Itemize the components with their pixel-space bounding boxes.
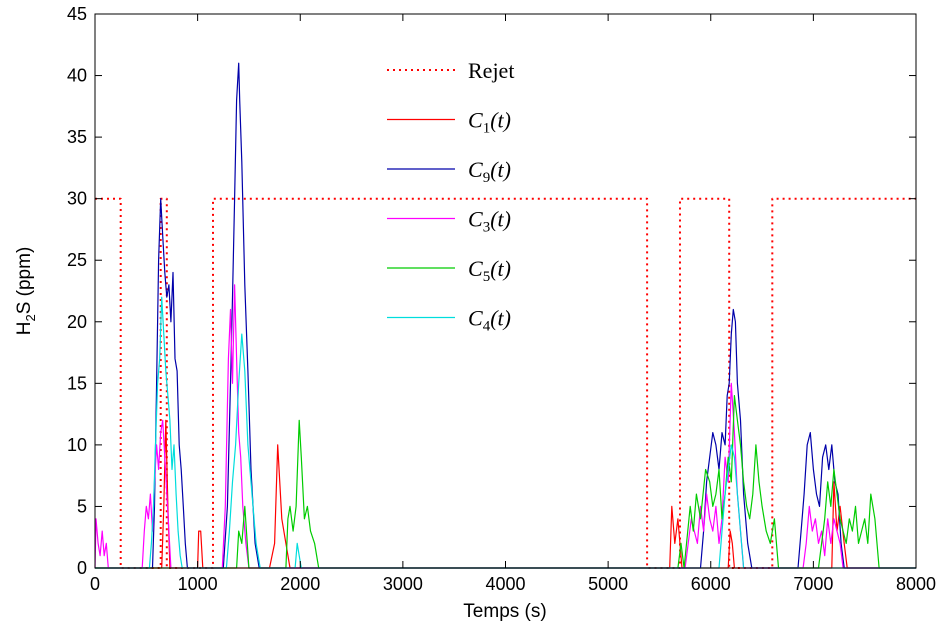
y-axis-label-sub: 2 [23, 314, 38, 321]
y-tick-label-2: 10 [67, 435, 87, 455]
plot-area [95, 14, 916, 568]
y-tick-label-0: 0 [77, 558, 87, 578]
y-axis-label-main: H [14, 322, 35, 336]
legend-label-sub-3: 3 [483, 220, 491, 236]
legend-label-main-5: C [468, 306, 483, 331]
legend-label-5: C4(t) [468, 306, 511, 335]
y-tick-label-1: 5 [77, 496, 87, 516]
legend-label-main-4: C [468, 256, 483, 281]
legend-label-tail-1: (t) [490, 108, 511, 133]
x-tick-label-5: 5000 [588, 574, 628, 594]
x-tick-label-4: 4000 [485, 574, 525, 594]
x-tick-label-1: 1000 [178, 574, 218, 594]
tick-layer: 0 1000 2000 3000 4000 5000 6000 7000 80000510152… [67, 4, 936, 594]
x-tick-label-8: 8000 [896, 574, 936, 594]
legend-label-tail-2: (t) [490, 157, 511, 182]
y-tick-label-9: 45 [67, 4, 87, 24]
x-tick-label-7: 7000 [793, 574, 833, 594]
y-axis-label: H2S (ppm) [14, 247, 38, 336]
legend-label-main-3: C [468, 207, 483, 232]
y-axis-label-rest: S (ppm) [14, 247, 35, 315]
legend-label-main-2: C [468, 157, 483, 182]
legend-label-sub-5: 4 [483, 319, 491, 335]
y-tick-label-3: 15 [67, 373, 87, 393]
x-axis-label: Temps (s) [463, 601, 546, 622]
legend-label-main-0: Rejet [468, 58, 514, 83]
y-tick-label-4: 20 [67, 312, 87, 332]
y-tick-label-8: 40 [67, 66, 87, 86]
legend-label-sub-1: 1 [483, 121, 491, 137]
legend-label-tail-5: (t) [490, 306, 511, 331]
legend-label-1: C1(t) [468, 108, 511, 137]
y-tick-label-6: 30 [67, 189, 87, 209]
legend-label-2: C9(t) [468, 157, 511, 186]
series-line-5 [95, 296, 916, 569]
x-tick-label-2: 2000 [280, 574, 320, 594]
y-tick-label-5: 25 [67, 250, 87, 270]
series-line-0 [95, 197, 916, 569]
y-tick-label-7: 35 [67, 127, 87, 147]
x-tick-label-6: 6000 [691, 574, 731, 594]
legend-label-4: C5(t) [468, 256, 511, 285]
legend-label-main-1: C [468, 108, 483, 133]
x-tick-label-3: 3000 [383, 574, 423, 594]
legend-label-tail-4: (t) [490, 256, 511, 281]
legend-label-sub-4: 5 [483, 269, 491, 285]
x-tick-label-0: 0 [90, 574, 100, 594]
legend-label-tail-3: (t) [490, 207, 511, 232]
legend-label-sub-2: 9 [483, 170, 491, 186]
series-line-4 [95, 395, 916, 569]
legend-label-0: Rejet [468, 58, 514, 83]
legend-label-3: C3(t) [468, 207, 511, 236]
